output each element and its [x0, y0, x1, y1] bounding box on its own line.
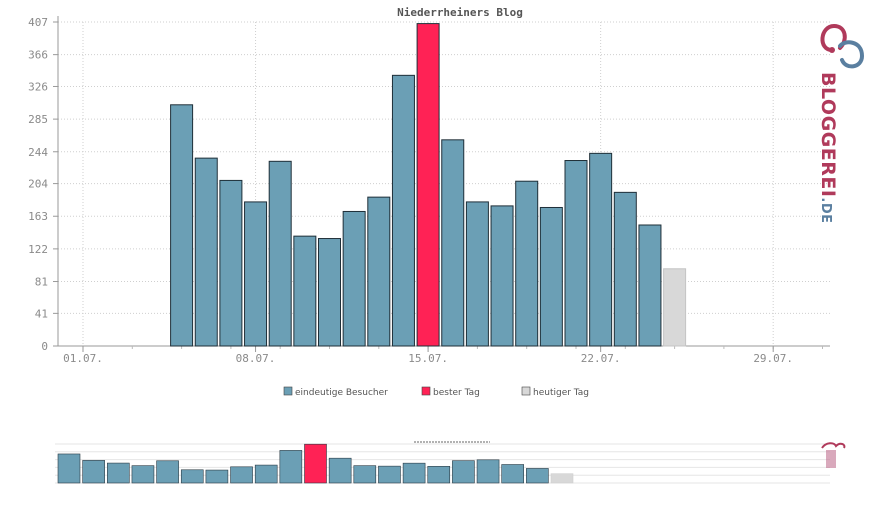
mini-bar [402, 462, 426, 484]
bar [465, 201, 489, 347]
x-tick-label: 08.07. [236, 352, 276, 365]
legend-item: heutiger Tag [521, 386, 589, 398]
bloggerei-logo: BLOGGEREI.DE [817, 23, 865, 224]
chart-title: Niederrheiners Blog [397, 6, 523, 19]
bar [367, 196, 391, 347]
mini-bar [82, 460, 105, 484]
mini-bar [328, 457, 352, 484]
x-tick-label: 01.07. [63, 352, 103, 365]
mini-bar [131, 465, 155, 484]
mini-bar [254, 464, 278, 484]
y-tick-label: 122 [28, 243, 48, 256]
bloggerei-logo-mark [820, 23, 865, 69]
mini-bar [476, 459, 500, 484]
mini-bar [304, 443, 327, 484]
mini-bar [156, 460, 179, 484]
bar [539, 206, 563, 347]
mini-bar [526, 468, 549, 484]
mini-logo [821, 442, 846, 468]
bar [441, 139, 465, 347]
logo-text-main: BLOGGEREI [817, 72, 839, 197]
y-tick-label: 366 [28, 49, 48, 62]
y-tick-label: 0 [41, 340, 48, 353]
mini-bar [550, 473, 574, 484]
bars [170, 23, 687, 347]
bar [638, 224, 662, 347]
mini-bar [427, 466, 451, 484]
bar [490, 205, 514, 347]
mini-bar [107, 462, 130, 484]
legend-label: bester Tag [433, 388, 480, 398]
mini-bar [353, 465, 377, 484]
bar [293, 235, 317, 347]
bar [194, 157, 218, 347]
bar-best-day [416, 23, 440, 347]
x-tick-labels: 01.07. 08.07. 15.07. 22.07. 29.07. [63, 352, 793, 365]
y-tick-label: 163 [28, 210, 48, 223]
bar [342, 210, 366, 347]
legend-swatch [283, 386, 293, 396]
y-tick-label: 407 [28, 16, 48, 29]
legend-item: bester Tag [421, 386, 480, 398]
y-tick-label: 41 [35, 307, 48, 320]
bar [244, 201, 268, 347]
bar [564, 160, 588, 347]
legend-swatch [421, 386, 431, 396]
legend-label: eindeutige Besucher [295, 388, 388, 398]
mini-bar [378, 465, 401, 484]
mini-bar [180, 469, 204, 484]
y-tick-label: 326 [28, 80, 48, 93]
legend: eindeutige Besucher bester Tag heutiger Ta… [283, 386, 589, 398]
bar [589, 152, 613, 347]
mini-bar [230, 466, 253, 484]
bar [515, 180, 539, 347]
mini-bar [57, 453, 81, 484]
legend-item: eindeutige Besucher [283, 386, 388, 398]
main-chart: Niederrheiners Blog 0 41 81 122 163 204 244 285… [28, 6, 865, 398]
bar [613, 191, 637, 347]
y-tick-label: 204 [28, 178, 48, 191]
bar [268, 160, 292, 347]
mini-bar [279, 450, 303, 484]
logo-text-suffix: .DE [818, 197, 833, 223]
svg-text:BLOGGEREI.DE: BLOGGEREI.DE [817, 72, 839, 224]
y-tick-labels: 0 41 81 122 163 204 244 285 326 366 407 [28, 16, 48, 353]
mini-bar [452, 460, 475, 484]
x-tick-label: 15.07. [408, 352, 448, 365]
mini-bars [57, 443, 574, 484]
y-tick-label: 244 [28, 146, 48, 159]
bar [391, 74, 415, 347]
bar-today [663, 268, 687, 347]
mini-bar [205, 469, 229, 484]
bar [318, 238, 341, 347]
y-tick-label: 81 [35, 276, 48, 289]
bar [219, 179, 243, 347]
legend-label: heutiger Tag [533, 388, 589, 398]
x-tick-label: 29.07. [753, 352, 793, 365]
mini-bar [501, 464, 525, 484]
mini-chart-thumbnail [55, 441, 846, 484]
bar [170, 104, 194, 347]
x-tick-label: 22.07. [581, 352, 621, 365]
y-tick-label: 285 [28, 113, 48, 126]
legend-swatch [521, 386, 531, 396]
